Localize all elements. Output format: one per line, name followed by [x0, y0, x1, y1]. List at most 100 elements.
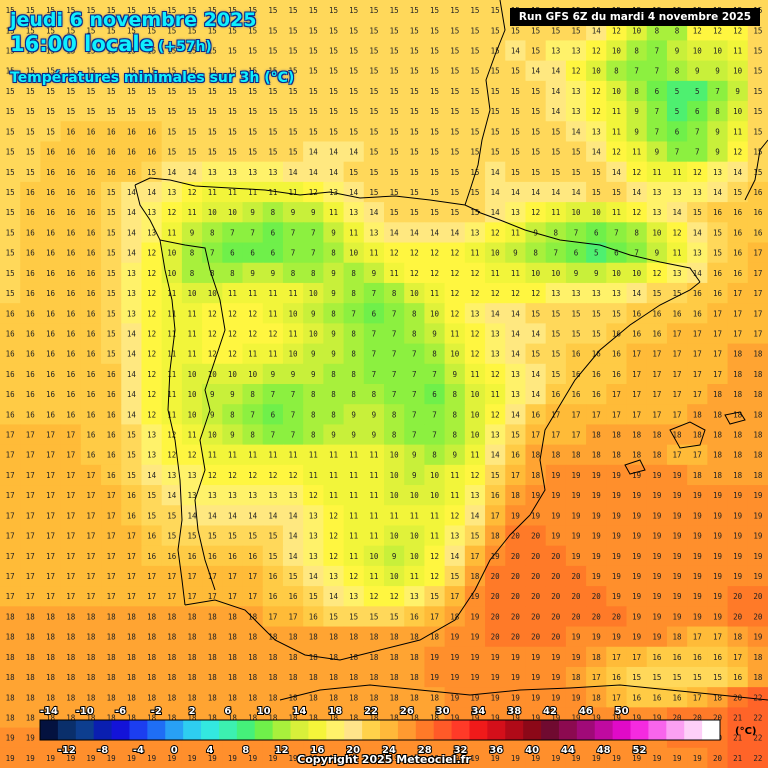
field-cell	[101, 747, 122, 768]
temperature-value: 18	[268, 713, 278, 722]
temperature-value: 18	[713, 693, 723, 702]
field-cell	[747, 646, 768, 668]
field-cell	[121, 303, 143, 324]
field-cell	[424, 485, 446, 506]
field-cell	[444, 343, 466, 365]
temperature-value: 16	[652, 653, 662, 662]
temperature-value: 19	[511, 673, 520, 682]
field-cell	[444, 646, 466, 668]
temperature-value: 17	[127, 532, 136, 541]
temperature-value: 18	[753, 653, 763, 662]
temperature-value: 18	[289, 693, 299, 702]
temperature-value: 17	[66, 552, 75, 561]
temperature-value: 17	[673, 370, 682, 379]
temperature-value: 16	[46, 410, 56, 419]
temperature-value: 17	[26, 552, 35, 561]
temperature-value: 11	[248, 451, 257, 460]
field-cell	[141, 606, 163, 628]
temperature-value: 15	[268, 67, 277, 76]
temperature-value: 20	[733, 693, 743, 702]
temperature-value: 15	[369, 87, 378, 96]
temperature-value: 7	[695, 148, 700, 157]
temperature-value: 19	[571, 532, 580, 541]
field-cell	[282, 565, 304, 587]
legend-tick-label: 4	[207, 745, 214, 756]
temperature-value: 14	[693, 269, 703, 278]
temperature-value: 8	[392, 410, 397, 419]
temperature-value: 17	[46, 451, 55, 460]
temperature-value: 9	[372, 431, 377, 440]
temperature-value: 12	[147, 410, 156, 419]
temperature-value: 17	[46, 471, 55, 480]
temperature-value: 15	[470, 188, 479, 197]
temperature-value: 9	[432, 329, 437, 338]
balearic-mallorca	[669, 421, 706, 449]
temperature-value: 19	[349, 754, 358, 763]
field-cell	[303, 222, 324, 244]
field-cell	[282, 363, 304, 385]
temperature-value: 17	[167, 572, 176, 581]
field-cell	[545, 747, 567, 768]
temperature-value: 18	[733, 471, 743, 480]
temperature-value: 18	[167, 633, 177, 642]
temperature-value: 15	[369, 47, 378, 56]
temperature-value: 19	[511, 693, 520, 702]
field-cell	[485, 323, 506, 345]
field-cell	[384, 525, 405, 547]
field-cell	[303, 282, 324, 304]
field-cell	[565, 525, 587, 547]
temperature-value: 13	[268, 491, 277, 500]
field-cell	[727, 60, 749, 82]
field-cell	[60, 363, 82, 385]
temperature-value: 10	[289, 309, 299, 318]
temperature-value: 18	[167, 653, 177, 662]
temperature-value: 12	[390, 249, 399, 258]
temperature-value: 9	[210, 390, 215, 399]
temperature-value: 15	[430, 107, 439, 116]
temperature-value: 15	[450, 26, 459, 35]
temperature-value: 15	[107, 67, 116, 76]
temperature-value: 19	[511, 713, 520, 722]
field-cell	[485, 181, 506, 203]
temperature-value: 16	[592, 390, 602, 399]
field-cell	[606, 404, 628, 426]
temperature-value: 15	[612, 188, 621, 197]
temperature-value: 19	[632, 511, 641, 520]
field-cell	[262, 60, 284, 82]
temperature-value: 18	[349, 693, 359, 702]
temperature-value: 15	[491, 6, 500, 15]
field-cell	[565, 101, 587, 122]
temperature-value: 11	[167, 390, 176, 399]
field-cell	[626, 626, 648, 648]
field-cell	[202, 363, 223, 385]
field-cell	[343, 202, 365, 223]
field-cell	[545, 687, 567, 708]
field-cell	[141, 202, 163, 223]
temperature-value: 15	[86, 107, 95, 116]
field-cell	[646, 687, 668, 708]
temperature-value: 18	[46, 653, 56, 662]
temperature-value: 17	[86, 511, 95, 520]
field-cell	[323, 626, 345, 648]
temperature-value: 16	[571, 390, 581, 399]
temperature-value: 19	[531, 491, 540, 500]
field-cell	[20, 101, 42, 122]
temperature-value: 19	[268, 754, 277, 763]
field-cell	[141, 464, 163, 486]
temperature-value: 17	[167, 592, 176, 601]
temperature-value: 7	[210, 249, 215, 258]
temperature-value: 18	[390, 713, 400, 722]
field-cell	[384, 747, 405, 768]
temperature-value: 15	[470, 87, 479, 96]
field-cell	[666, 485, 688, 506]
temperature-value: 12	[329, 511, 338, 520]
temperature-value: 16	[86, 451, 96, 460]
field-cell	[181, 565, 203, 587]
field-cell	[727, 747, 749, 768]
temperature-value: 12	[430, 249, 439, 258]
field-cell	[687, 626, 708, 648]
temperature-value: 15	[228, 47, 237, 56]
field-cell	[404, 242, 426, 264]
temperature-value: 18	[228, 693, 238, 702]
field-cell	[626, 363, 648, 385]
